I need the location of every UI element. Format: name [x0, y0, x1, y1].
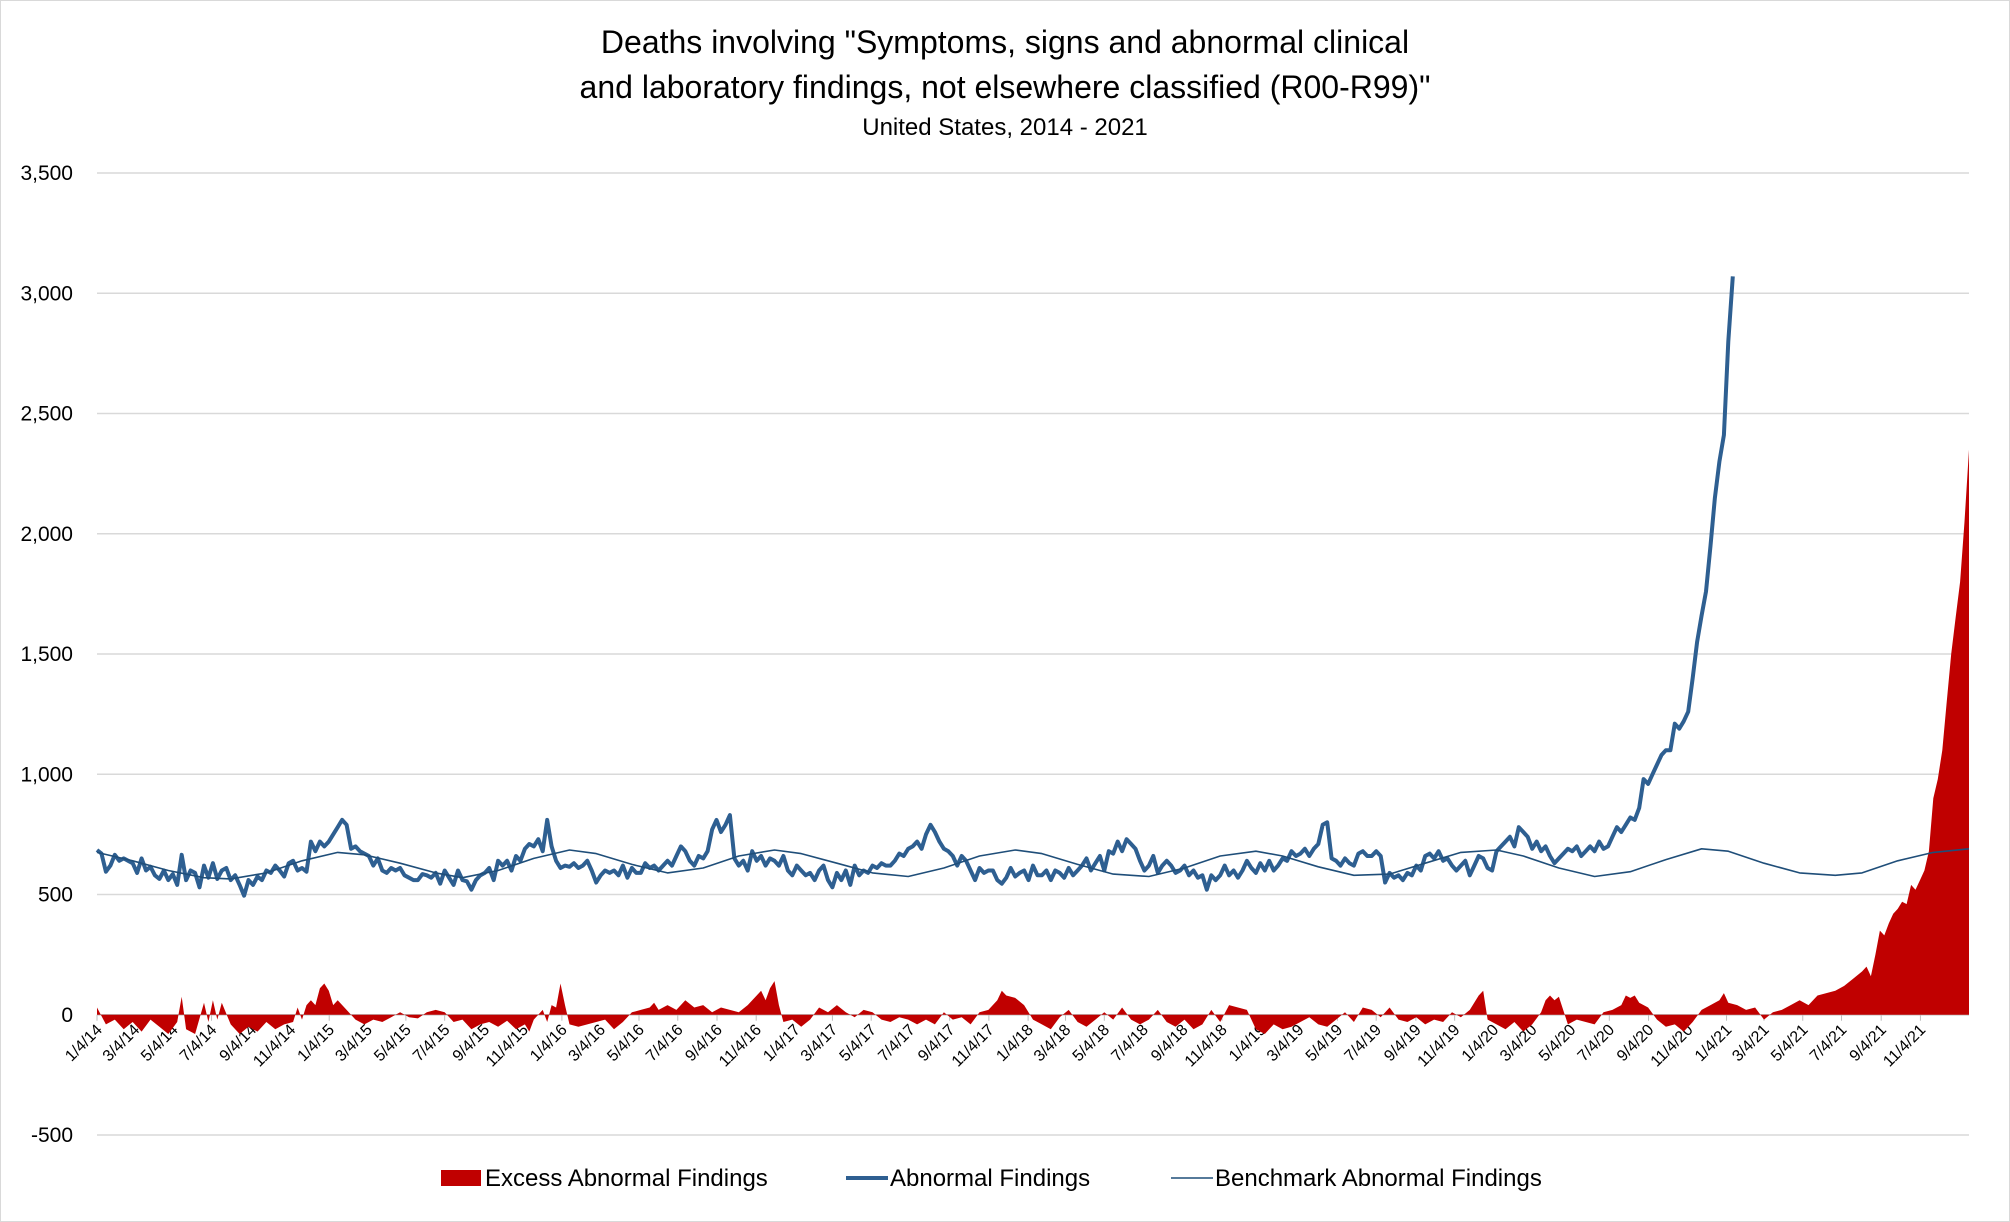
chart-title-line-1: Deaths involving "Symptoms, signs and ab…: [601, 24, 1409, 60]
x-tick-label: 11/4/15: [483, 1021, 532, 1070]
x-tick-label: 3/4/15: [332, 1021, 376, 1065]
x-tick-label: 11/4/19: [1415, 1021, 1464, 1070]
y-tick-label: 2,000: [20, 523, 73, 546]
legend-swatch-area: [441, 1170, 481, 1186]
chart-subtitle: United States, 2014 - 2021: [862, 114, 1148, 141]
x-tick-label: 11/4/17: [949, 1021, 998, 1070]
chart-title: Deaths involving "Symptoms, signs and ab…: [580, 24, 1431, 105]
plot-series: [95, 276, 1970, 1035]
y-axis: -500 0 500 1,000 1,500 2,000 2,500 3,000 3,500: [20, 162, 73, 1147]
legend: Excess Abnormal Findings Abnormal Finding…: [441, 1165, 1542, 1192]
x-tick-label: 5/4/17: [837, 1021, 881, 1065]
x-tick-label: 5/4/18: [1070, 1021, 1114, 1065]
legend-item: Benchmark Abnormal Findings: [1171, 1165, 1542, 1192]
x-tick-label: 3/4/17: [798, 1021, 842, 1065]
x-tick-label: 3/4/21: [1729, 1021, 1773, 1065]
y-tick-label: 500: [38, 884, 73, 907]
legend-item: Excess Abnormal Findings: [441, 1165, 768, 1192]
x-tick-label: 1/4/17: [760, 1021, 804, 1065]
x-tick-label: 3/4/14: [100, 1021, 144, 1065]
chart-title-line-2: and laboratory findings, not elsewhere c…: [580, 69, 1431, 105]
x-tick-label: 5/4/21: [1768, 1021, 1812, 1065]
series-benchmark-line: [96, 847, 1970, 880]
x-tick-label: 5/4/15: [371, 1021, 415, 1065]
legend-label: Excess Abnormal Findings: [485, 1165, 768, 1192]
series-abnormal-line: [95, 276, 1735, 898]
gridlines: [97, 172, 1969, 1136]
x-tick-label: 5/4/19: [1303, 1021, 1347, 1065]
legend-label: Abnormal Findings: [890, 1165, 1090, 1192]
x-tick-label: 7/4/17: [875, 1021, 919, 1065]
x-tick-label: 1/4/16: [527, 1021, 571, 1065]
series-excess-area: [97, 449, 1969, 1035]
x-tick-label: 1/4/21: [1692, 1021, 1736, 1065]
x-tick-label: 1/4/15: [295, 1021, 339, 1065]
x-tick-label: 1/4/18: [993, 1021, 1037, 1065]
x-tick-label: 7/4/19: [1342, 1021, 1386, 1065]
x-tick-label: 1/4/20: [1459, 1021, 1503, 1065]
legend-item: Abnormal Findings: [846, 1165, 1090, 1192]
x-tick-label: 3/4/16: [566, 1021, 610, 1065]
x-tick-label: 11/4/18: [1182, 1021, 1231, 1070]
y-tick-label: 1,000: [20, 763, 73, 786]
x-tick-label: 3/4/18: [1031, 1021, 1075, 1065]
x-tick-label: 11/4/21: [1880, 1021, 1929, 1070]
y-tick-label: 3,000: [20, 282, 73, 305]
y-tick-label: 2,500: [20, 403, 73, 426]
y-tick-label: 0: [61, 1004, 73, 1027]
x-tick-label: 11/4/20: [1648, 1021, 1697, 1070]
x-tick-label: 5/4/16: [604, 1021, 648, 1065]
x-tick-label: 7/4/20: [1575, 1021, 1619, 1065]
x-tick-label: 7/4/14: [177, 1021, 221, 1065]
y-tick-label: 3,500: [20, 162, 73, 185]
x-tick-label: 7/4/15: [410, 1021, 454, 1065]
legend-label: Benchmark Abnormal Findings: [1215, 1165, 1542, 1192]
x-tick-label: 1/4/14: [62, 1021, 106, 1065]
y-tick-label: 1,500: [20, 643, 73, 666]
x-tick-label: 7/4/21: [1807, 1021, 1851, 1065]
x-tick-label: 7/4/16: [643, 1021, 687, 1065]
y-tick-label: -500: [31, 1124, 73, 1147]
x-tick-label: 5/4/20: [1536, 1021, 1580, 1065]
x-tick-label: 11/4/16: [716, 1021, 765, 1070]
x-tick-label: 5/4/14: [138, 1021, 182, 1065]
x-tick-label: 7/4/18: [1108, 1021, 1152, 1065]
